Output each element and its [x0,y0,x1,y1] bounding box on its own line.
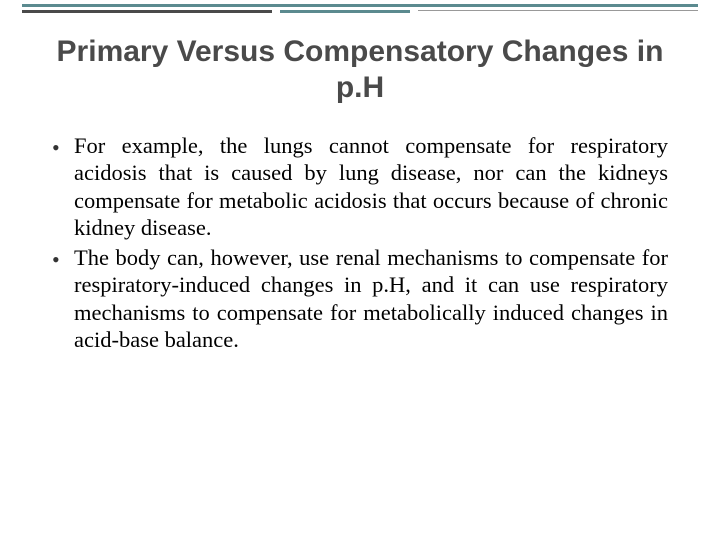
bullet-marker: • [52,244,74,275]
bullet-item: • For example, the lungs cannot compensa… [52,132,668,242]
border-thin-segment [418,10,698,11]
bullet-item: • The body can, however, use renal mecha… [52,244,668,354]
border-teal-segment [280,10,410,13]
slide-body: Primary Versus Compensatory Changes in p… [0,34,720,356]
slide-content: • For example, the lungs cannot compensa… [30,132,690,354]
slide-top-border [0,0,720,18]
border-teal-line [22,4,698,7]
bullet-text: The body can, however, use renal mechani… [74,244,668,354]
border-dark-segment [22,10,272,13]
bullet-text: For example, the lungs cannot compensate… [74,132,668,242]
bullet-marker: • [52,132,74,163]
slide-title: Primary Versus Compensatory Changes in p… [30,34,690,106]
